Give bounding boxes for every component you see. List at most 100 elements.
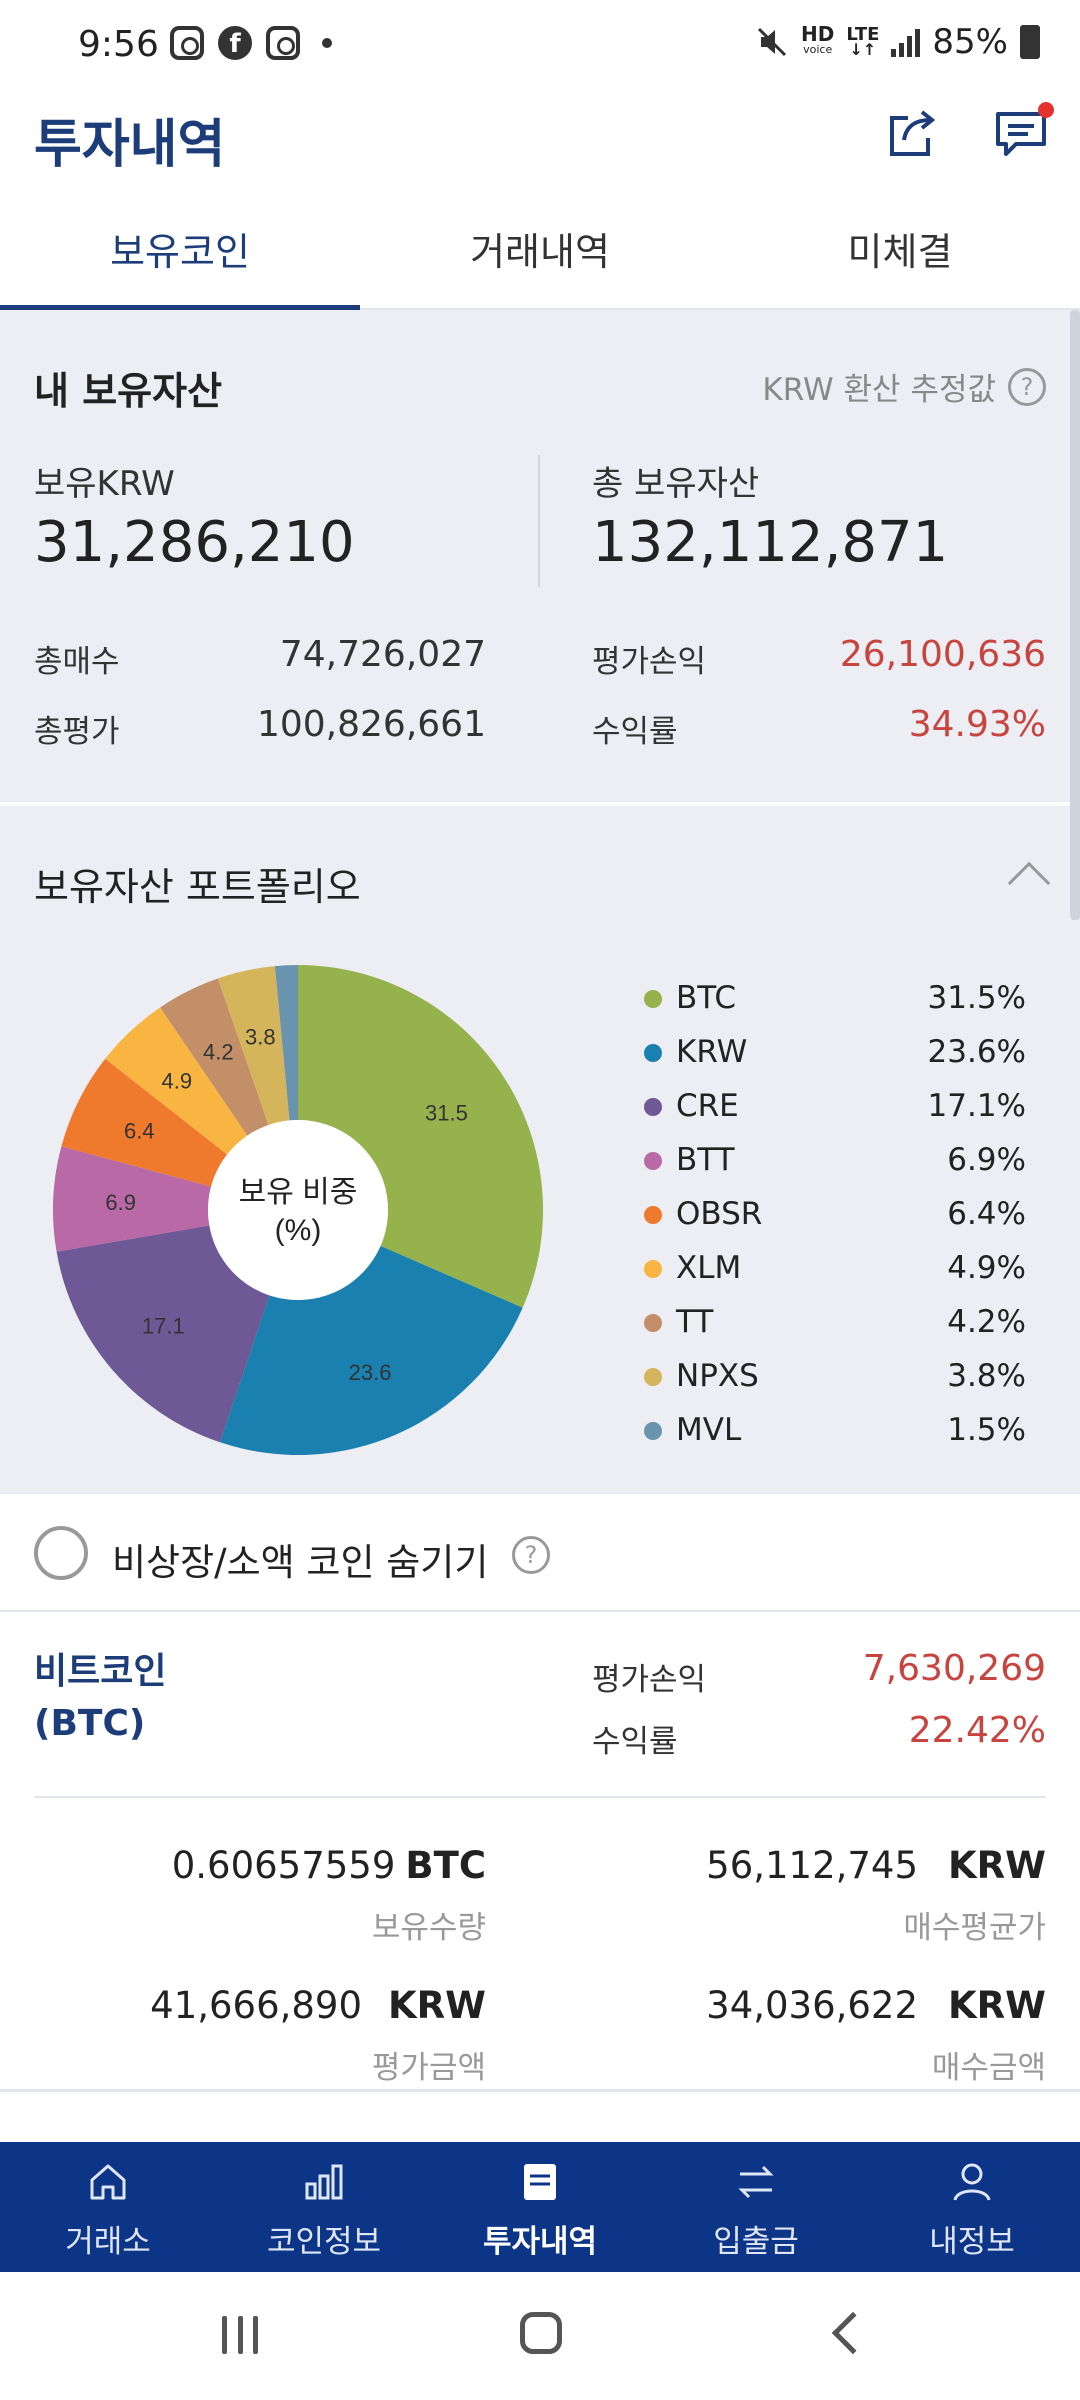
divider xyxy=(538,455,540,587)
legend-dot xyxy=(644,1152,662,1170)
legend-item-tt: TT 4.2% xyxy=(640,1300,1040,1354)
status-time: 9:56 xyxy=(78,24,159,65)
coin-return-rate-label: 수익률 xyxy=(592,1724,678,1760)
tab-holdings[interactable]: 보유코인 xyxy=(0,202,360,310)
legend-name: CRE xyxy=(676,1088,739,1124)
portfolio-section: 보유자산 포트폴리오 31.5 23.6 17.1 6.9 6.4 4.9 4.2 3.8 보… xyxy=(0,804,1080,1494)
tab-trade-history[interactable]: 거래내역 xyxy=(470,230,610,274)
mute-icon xyxy=(757,27,787,57)
avg-buy-price: 56,112,745 KRW xyxy=(706,1844,1046,1887)
pie-slice-npxs xyxy=(217,966,290,1125)
my-assets-section: 내 보유자산 KRW 환산 추정값 ? 보유KRW 31,286,210 총 보… xyxy=(0,310,1080,802)
divider xyxy=(34,1796,1046,1798)
legend-item-npxs: NPXS 3.8% xyxy=(640,1354,1040,1408)
legend-percent: 4.2% xyxy=(947,1304,1026,1340)
new-message-badge xyxy=(1038,102,1054,118)
main-content[interactable]: 내 보유자산 KRW 환산 추정값 ? 보유KRW 31,286,210 총 보… xyxy=(0,310,1080,2142)
total-eval-value: 100,826,661 xyxy=(256,704,486,745)
tab-bar: 보유코인 거래내역 미체결 xyxy=(0,202,1080,310)
legend-percent: 6.9% xyxy=(947,1142,1026,1178)
nav-coin-info[interactable]: 코인정보 xyxy=(216,2142,432,2272)
pie-slice-tt xyxy=(160,978,269,1136)
legend-name: BTT xyxy=(676,1142,735,1178)
person-icon xyxy=(953,2163,991,2201)
portfolio-legend: BTC 31.5% KRW 23.6% CRE 17.1% BTT 6.9% OBSR 6.4% X… xyxy=(640,976,1040,1462)
help-icon[interactable]: ? xyxy=(512,1536,550,1574)
portfolio-donut-chart: 31.5 23.6 17.1 6.9 6.4 4.9 4.2 3.8 보유 비중 (%) xyxy=(52,965,543,1455)
tab-pending-orders[interactable]: 미체결 xyxy=(847,230,953,274)
legend-dot xyxy=(644,1422,662,1440)
home-button-icon[interactable] xyxy=(520,2312,562,2354)
lte-icon: LTE ↓↑ xyxy=(846,24,880,59)
hide-small-coins-row[interactable]: 비상장/소액 코인 숨기기 ? xyxy=(0,1494,1080,1612)
coin-card-btc[interactable]: 비트코인 (BTC) 평가손익 7,630,269 수익률 22.42% 0.6… xyxy=(0,1612,1080,2092)
legend-name: XLM xyxy=(676,1250,742,1286)
legend-item-obsr: OBSR 6.4% xyxy=(640,1192,1040,1246)
nav-deposit-withdraw[interactable]: 입출금 xyxy=(648,2142,864,2272)
bar-chart-icon xyxy=(305,2164,343,2200)
profit-loss-label: 평가손익 xyxy=(592,644,707,680)
nav-exchange[interactable]: 거래소 xyxy=(0,2142,216,2272)
transfer-icon xyxy=(738,2165,774,2199)
pie-label-btc: 31.5 xyxy=(425,1101,468,1126)
scrollbar[interactable] xyxy=(1070,310,1080,920)
bottom-navigation: 거래소 코인정보 투자내역 입출금 내정보 xyxy=(0,2142,1080,2272)
hide-small-coins-label: 비상장/소액 코인 숨기기 xyxy=(112,1541,489,1584)
nav-investment-history[interactable]: 투자내역 xyxy=(432,2142,648,2272)
legend-item-btt: BTT 6.9% xyxy=(640,1138,1040,1192)
legend-dot xyxy=(644,1206,662,1224)
pie-label-krw: 23.6 xyxy=(349,1360,392,1385)
total-buy-value: 74,726,027 xyxy=(279,634,486,675)
avg-buy-price-label: 매수평균가 xyxy=(903,1910,1046,1946)
total-assets-label: 총 보유자산 xyxy=(592,464,760,504)
notification-dot-icon xyxy=(322,38,332,48)
legend-name: KRW xyxy=(676,1034,748,1070)
nav-my-info[interactable]: 내정보 xyxy=(864,2142,1080,2272)
home-icon xyxy=(90,2164,126,2200)
system-navigation-bar xyxy=(0,2272,1080,2400)
legend-percent: 31.5% xyxy=(927,980,1026,1016)
signal-icon xyxy=(891,27,921,57)
recent-apps-icon[interactable] xyxy=(222,2316,258,2354)
portfolio-title: 보유자산 포트폴리오 xyxy=(34,865,361,909)
help-icon[interactable]: ? xyxy=(1008,367,1046,406)
legend-dot xyxy=(644,990,662,1008)
krw-estimate-note: KRW 환산 추정값 ? xyxy=(762,364,1046,409)
krw-label: 보유KRW xyxy=(34,464,175,504)
legend-item-btc: BTC 31.5% xyxy=(640,976,1040,1030)
holding-quantity: 0.60657559 BTC xyxy=(171,1844,486,1887)
donut-hole xyxy=(208,1120,388,1300)
legend-dot xyxy=(644,1314,662,1332)
coin-return-rate-value: 22.42% xyxy=(908,1710,1046,1751)
pie-label-cre: 17.1 xyxy=(142,1314,185,1339)
share-icon[interactable] xyxy=(884,104,942,162)
status-right-icons: HD voice LTE ↓↑ 85% xyxy=(755,22,1040,62)
buy-amount-label: 매수금액 xyxy=(931,2050,1046,2086)
legend-item-mvl: MVL 1.5% xyxy=(640,1408,1040,1462)
status-bar: 9:56 f HD voice LTE ↓↑ 85% xyxy=(0,0,1080,92)
legend-percent: 4.9% xyxy=(947,1250,1026,1286)
chat-icon[interactable] xyxy=(992,104,1050,162)
krw-value: 31,286,210 xyxy=(34,510,355,575)
return-rate-label: 수익률 xyxy=(592,714,678,750)
chevron-up-icon[interactable] xyxy=(1007,861,1051,905)
legend-percent: 17.1% xyxy=(927,1088,1026,1124)
instagram-icon xyxy=(266,26,300,60)
holding-quantity-label: 보유수량 xyxy=(371,1910,486,1946)
battery-percent: 85% xyxy=(932,22,1008,62)
pie-slice-cre xyxy=(56,1225,270,1443)
pie-label-tt: 4.2 xyxy=(203,1039,234,1064)
pie-label-obsr: 6.4 xyxy=(124,1119,155,1144)
donut-center-unit: (%) xyxy=(275,1214,322,1247)
pie-label-npxs: 3.8 xyxy=(245,1025,276,1050)
facebook-icon: f xyxy=(218,26,252,60)
legend-dot xyxy=(644,1098,662,1116)
pie-label-xlm: 4.9 xyxy=(162,1068,193,1093)
hide-small-coins-radio[interactable] xyxy=(34,1526,88,1580)
legend-name: TT xyxy=(676,1304,714,1340)
back-icon[interactable] xyxy=(831,2311,875,2355)
total-assets-value: 132,112,871 xyxy=(592,510,949,575)
eval-amount-label: 평가금액 xyxy=(371,2050,486,2086)
legend-item-krw: KRW 23.6% xyxy=(640,1030,1040,1084)
battery-icon xyxy=(1020,25,1040,59)
